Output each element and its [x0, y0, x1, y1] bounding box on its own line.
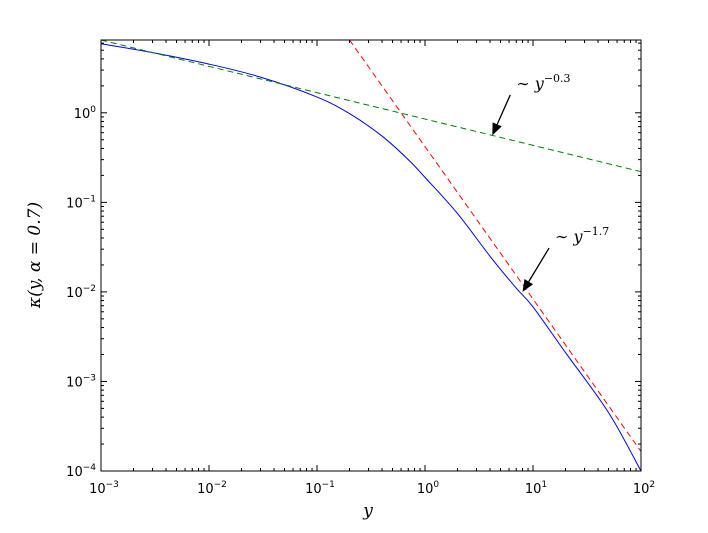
x-tick-label: 102: [633, 480, 655, 497]
plot-area: [101, 40, 641, 471]
x-axis-label: y: [362, 501, 373, 521]
x-tick-label: 100: [417, 480, 440, 497]
series-line-solid-blue: [101, 43, 641, 471]
annotations-layer: ∼ y−0.3 ∼ y−1.7: [492, 72, 609, 292]
annotation-label: ∼ y−1.7: [555, 225, 609, 246]
y-tick-label: 10−2: [66, 284, 96, 301]
ticks-layer: [100, 40, 642, 472]
x-tick-label: 10−1: [305, 480, 335, 497]
annotation-arrow-line: [496, 94, 511, 125]
annotation-arrow-head: [522, 279, 534, 292]
x-tick-label: 101: [525, 480, 547, 497]
plot-frame: [100, 39, 642, 472]
series-line-dashed-green: [101, 40, 641, 173]
annotation-label: ∼ y−0.3: [516, 72, 570, 93]
y-axis-label: κ(y, α = 0.7): [25, 202, 45, 309]
y-tick-label: 100: [74, 105, 97, 122]
annotation-arrow-line: [528, 247, 550, 282]
series-line-dashed-red: [349, 40, 641, 452]
y-tick-label: 10−1: [66, 194, 96, 211]
series-layer: [101, 40, 641, 471]
y-tick-label: 10−4: [66, 463, 96, 480]
annotation-arrow-head: [492, 122, 502, 136]
x-tick-label: 10−3: [89, 480, 119, 497]
x-tick-label: 10−2: [197, 480, 227, 497]
y-tick-label: 10−3: [66, 373, 96, 390]
